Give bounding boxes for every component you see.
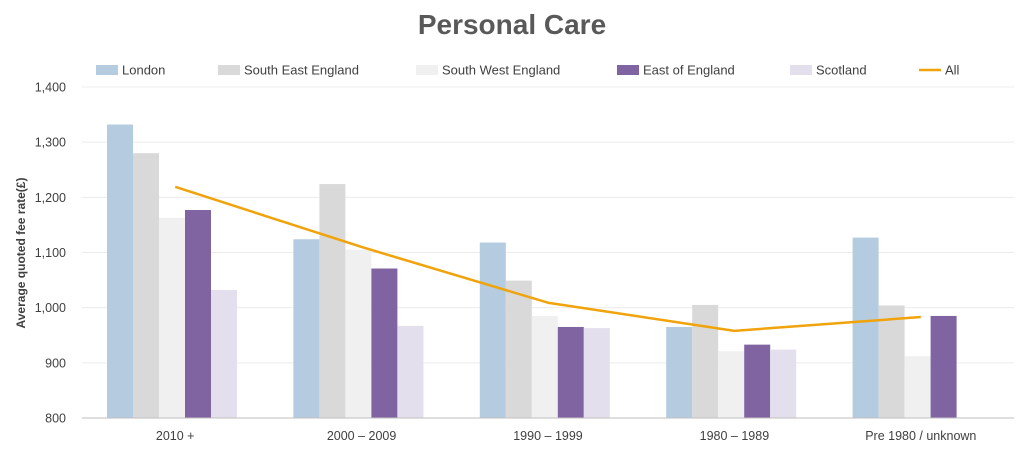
bar: [744, 344, 771, 418]
bar: [770, 349, 797, 418]
bar: [397, 325, 424, 418]
bar: [666, 326, 693, 418]
x-tick-label: Pre 1980 / unknown: [865, 429, 976, 443]
chart-title: Personal Care: [418, 9, 606, 40]
legend-label: Scotland: [816, 63, 867, 78]
bar: [211, 290, 237, 418]
bar: [133, 153, 159, 418]
bar: [852, 237, 879, 418]
legend-swatch: [790, 65, 812, 75]
bar: [185, 210, 211, 418]
bar: [293, 239, 320, 418]
legend-label: South East England: [244, 63, 359, 78]
bar: [557, 326, 584, 418]
bar: [505, 280, 532, 418]
legend-label: London: [122, 63, 165, 78]
bar: [531, 315, 558, 418]
y-tick-label: 900: [45, 356, 66, 370]
bar: [159, 217, 185, 418]
bar: [904, 356, 931, 418]
y-tick-label: 800: [45, 412, 66, 426]
legend-swatch: [96, 65, 118, 75]
bar: [371, 268, 398, 418]
y-tick-label: 1,400: [35, 81, 66, 95]
x-tick-label: 1990 – 1999: [513, 429, 583, 443]
legend: London South East England South West Engla…: [96, 63, 960, 78]
legend-label: East of England: [643, 63, 735, 78]
y-axis-title: Average quoted fee rate(£): [14, 178, 28, 329]
y-tick-label: 1,000: [35, 301, 66, 315]
y-axis-ticks: 800 900 1,000 1,100 1,200 1,300 1,400: [35, 81, 66, 426]
bar: [878, 305, 905, 418]
x-tick-label: 2010 +: [156, 429, 195, 443]
x-tick-label: 1980 – 1989: [700, 429, 770, 443]
bar: [692, 304, 719, 418]
gridlines: [82, 86, 1014, 364]
legend-swatch: [218, 65, 240, 75]
legend-label: All: [945, 63, 960, 78]
bar: [345, 249, 372, 418]
y-tick-label: 1,300: [35, 136, 66, 150]
x-axis-ticks: 2010 + 2000 – 2009 1990 – 1999 1980 – 1989 P…: [156, 429, 977, 443]
bar: [107, 124, 133, 418]
x-tick-label: 2000 – 2009: [327, 429, 397, 443]
y-tick-label: 1,100: [35, 246, 66, 260]
y-tick-label: 1,200: [35, 191, 66, 205]
bar: [583, 328, 610, 418]
bar: [319, 184, 346, 418]
bar: [479, 242, 506, 418]
bar: [930, 315, 957, 418]
line-series: [174, 185, 921, 333]
bar: [718, 351, 745, 418]
bars: [107, 124, 957, 418]
legend-swatch: [416, 65, 438, 75]
series-line: [174, 185, 921, 333]
legend-swatch: [617, 65, 639, 75]
legend-label: South West England: [442, 63, 560, 78]
